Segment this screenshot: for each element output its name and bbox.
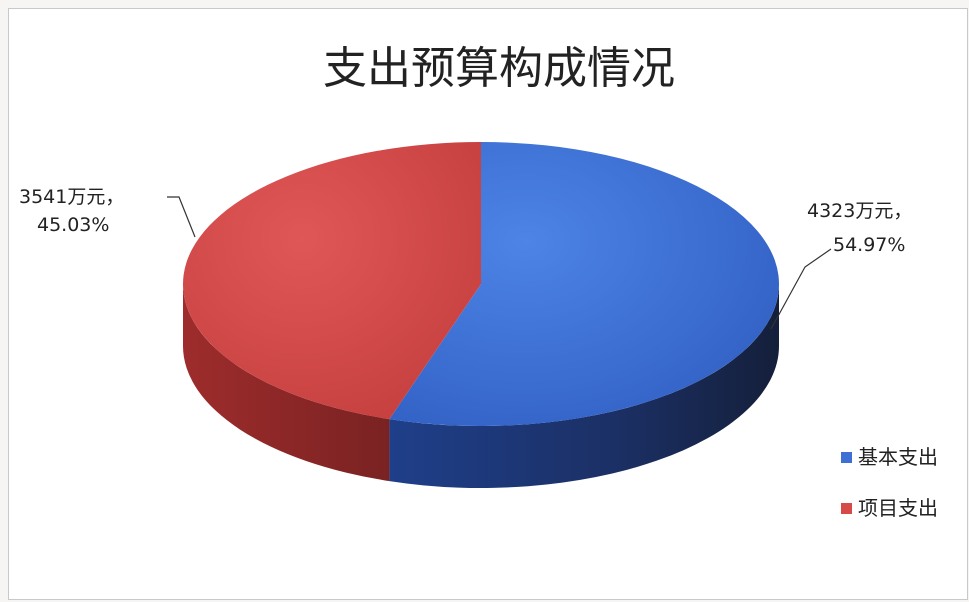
chart-title: 支出预算构成情况 (323, 43, 675, 94)
legend-item-basic[interactable]: 基本支出 (841, 445, 938, 469)
chart-frame: 支出预算构成情况 4323万元， 54.97% 3541万元， 45.03% 基… (8, 8, 968, 600)
data-label-project-line2: 45.03% (37, 214, 109, 236)
legend-label-basic: 基本支出 (858, 445, 938, 469)
legend-item-project[interactable]: 项目支出 (841, 496, 938, 520)
pie-chart: 支出预算构成情况 4323万元， 54.97% 3541万元， 45.03% 基… (19, 43, 938, 520)
pie-slice-project[interactable] (183, 142, 481, 420)
legend-label-project: 项目支出 (858, 496, 938, 520)
data-label-basic: 4323万元， 54.97% (770, 200, 912, 330)
leader-line-basic (770, 248, 832, 330)
data-label-project-line1: 3541万元， (19, 186, 124, 208)
legend: 基本支出 项目支出 (841, 445, 938, 520)
legend-swatch-basic (841, 452, 852, 463)
data-label-basic-line2: 54.97% (833, 234, 905, 256)
legend-swatch-project (841, 503, 852, 514)
pie-side-basic (389, 284, 779, 488)
data-label-basic-line1: 4323万元， (807, 200, 912, 222)
pie-slice-basic[interactable] (389, 142, 779, 427)
data-label-project: 3541万元， 45.03% (19, 186, 196, 238)
leader-line-project (167, 196, 196, 238)
pie-slices-group (183, 142, 779, 488)
pie-side-project (183, 284, 390, 482)
